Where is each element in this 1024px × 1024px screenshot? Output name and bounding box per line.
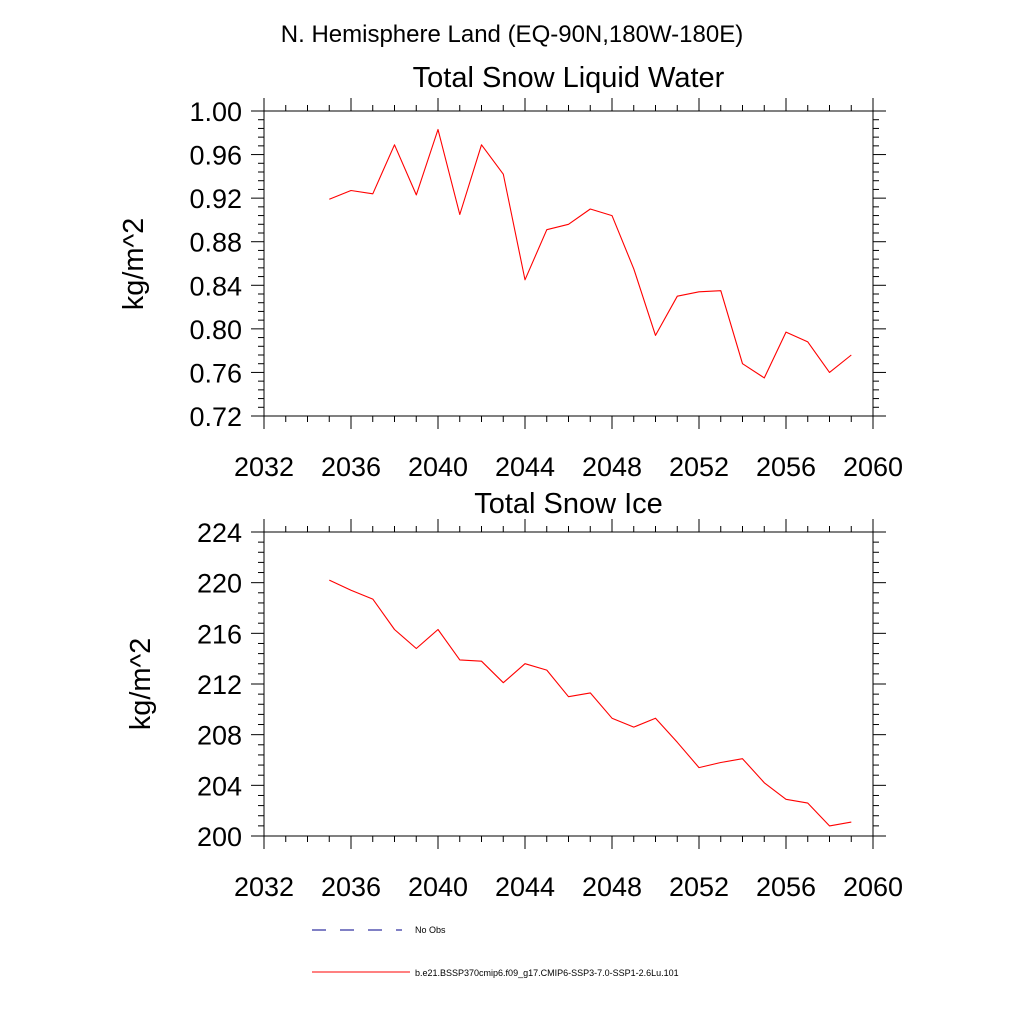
- figure-header: N. Hemisphere Land (EQ-90N,180W-180E): [281, 21, 743, 48]
- data-point: [611, 717, 613, 719]
- data-point: [698, 766, 700, 768]
- data-point: [589, 692, 591, 694]
- data-point: [546, 669, 548, 671]
- x-tick-label: 2052: [669, 452, 729, 482]
- x-tick-label: 2040: [408, 872, 468, 902]
- x-tick-label: 2060: [843, 872, 903, 902]
- plot-frame: [263, 110, 874, 417]
- y-tick-label: 0.92: [189, 184, 242, 214]
- series-line-1: [329, 128, 852, 379]
- data-point: [654, 717, 656, 719]
- data-point: [676, 741, 678, 743]
- y-axis-label: kg/m^2: [125, 638, 157, 731]
- data-point: [546, 229, 548, 231]
- series-line-1: [329, 579, 852, 827]
- data-point: [807, 341, 809, 343]
- x-tick-label: 2040: [408, 452, 468, 482]
- x-tick-label: 2044: [495, 452, 555, 482]
- x-tick-label: 2060: [843, 452, 903, 482]
- y-tick-label: 0.80: [189, 315, 242, 345]
- chart-panel-1: Total Snow Liquid Water kg/m^2 2032 2036 204…: [118, 62, 903, 482]
- chart-title: Total Snow Liquid Water: [413, 62, 725, 94]
- y-tick-label: 0.76: [189, 358, 242, 388]
- data-point: [720, 290, 722, 292]
- data-point: [763, 377, 765, 379]
- x-tick-label: 2052: [669, 872, 729, 902]
- data-point: [807, 802, 809, 804]
- legend-obs-label: No Obs: [415, 925, 446, 935]
- x-tick-label: 2056: [756, 872, 816, 902]
- x-tick-label: 2032: [234, 452, 294, 482]
- y-tick-label: 204: [197, 771, 242, 801]
- data-point: [502, 682, 504, 684]
- data-point: [741, 363, 743, 365]
- data-point: [415, 647, 417, 649]
- data-point: [524, 663, 526, 665]
- data-point: [654, 334, 656, 336]
- data-point: [524, 279, 526, 281]
- legend-model-label: b.e21.BSSP370cmip6.f09_g17.CMIP6-SSP3-7.…: [415, 968, 679, 978]
- data-point: [567, 223, 569, 225]
- y-tick-label: 0.72: [189, 402, 242, 432]
- data-point: [850, 354, 852, 356]
- data-point: [698, 291, 700, 293]
- y-tick-label: 0.96: [189, 141, 242, 171]
- y-tick-label: 0.84: [189, 271, 242, 301]
- data-point: [393, 628, 395, 630]
- y-tick-label: 224: [197, 518, 242, 548]
- data-point: [350, 589, 352, 591]
- chart-panel-2: Total Snow Ice kg/m^2 2032 2036 2040 2044 2048…: [125, 488, 903, 902]
- data-point: [480, 144, 482, 146]
- x-tick-label: 2044: [495, 872, 555, 902]
- data-point: [328, 198, 330, 200]
- y-tick-label: 208: [197, 721, 242, 751]
- y-tick-label: 216: [197, 619, 242, 649]
- x-tick-label: 2048: [582, 872, 642, 902]
- data-point: [459, 659, 461, 661]
- y-tick-label: 212: [197, 670, 242, 700]
- data-point: [785, 798, 787, 800]
- data-point: [633, 268, 635, 270]
- data-point: [350, 189, 352, 191]
- x-tick-label: 2056: [756, 452, 816, 482]
- data-point: [372, 193, 374, 195]
- x-tick-label: 2036: [321, 452, 381, 482]
- data-point: [611, 214, 613, 216]
- legend: No Obs b.e21.BSSP370cmip6.f09_g17.CMIP6-…: [312, 925, 679, 978]
- data-point: [328, 579, 330, 581]
- data-point: [720, 761, 722, 763]
- x-tick-label: 2032: [234, 872, 294, 902]
- data-point: [480, 660, 482, 662]
- data-point: [763, 782, 765, 784]
- x-tick-label: 2048: [582, 452, 642, 482]
- data-point: [393, 144, 395, 146]
- data-point: [567, 695, 569, 697]
- data-point: [850, 821, 852, 823]
- data-point: [828, 825, 830, 827]
- y-axis-label: kg/m^2: [118, 218, 150, 311]
- x-tick-label: 2036: [321, 872, 381, 902]
- y-tick-label: 1.00: [189, 97, 242, 127]
- chart-title: Total Snow Ice: [474, 488, 663, 520]
- plot-frame: [263, 531, 874, 837]
- data-point: [785, 331, 787, 333]
- data-point: [741, 758, 743, 760]
- data-point: [437, 628, 439, 630]
- data-point: [676, 295, 678, 297]
- y-tick-label: 220: [197, 569, 242, 599]
- data-point: [828, 371, 830, 373]
- data-point: [415, 194, 417, 196]
- data-point: [589, 208, 591, 210]
- data-point: [459, 213, 461, 215]
- data-point: [633, 726, 635, 728]
- data-point: [502, 173, 504, 175]
- data-point: [372, 598, 374, 600]
- y-tick-label: 0.88: [189, 228, 242, 258]
- data-point: [437, 128, 439, 130]
- y-tick-label: 200: [197, 822, 242, 852]
